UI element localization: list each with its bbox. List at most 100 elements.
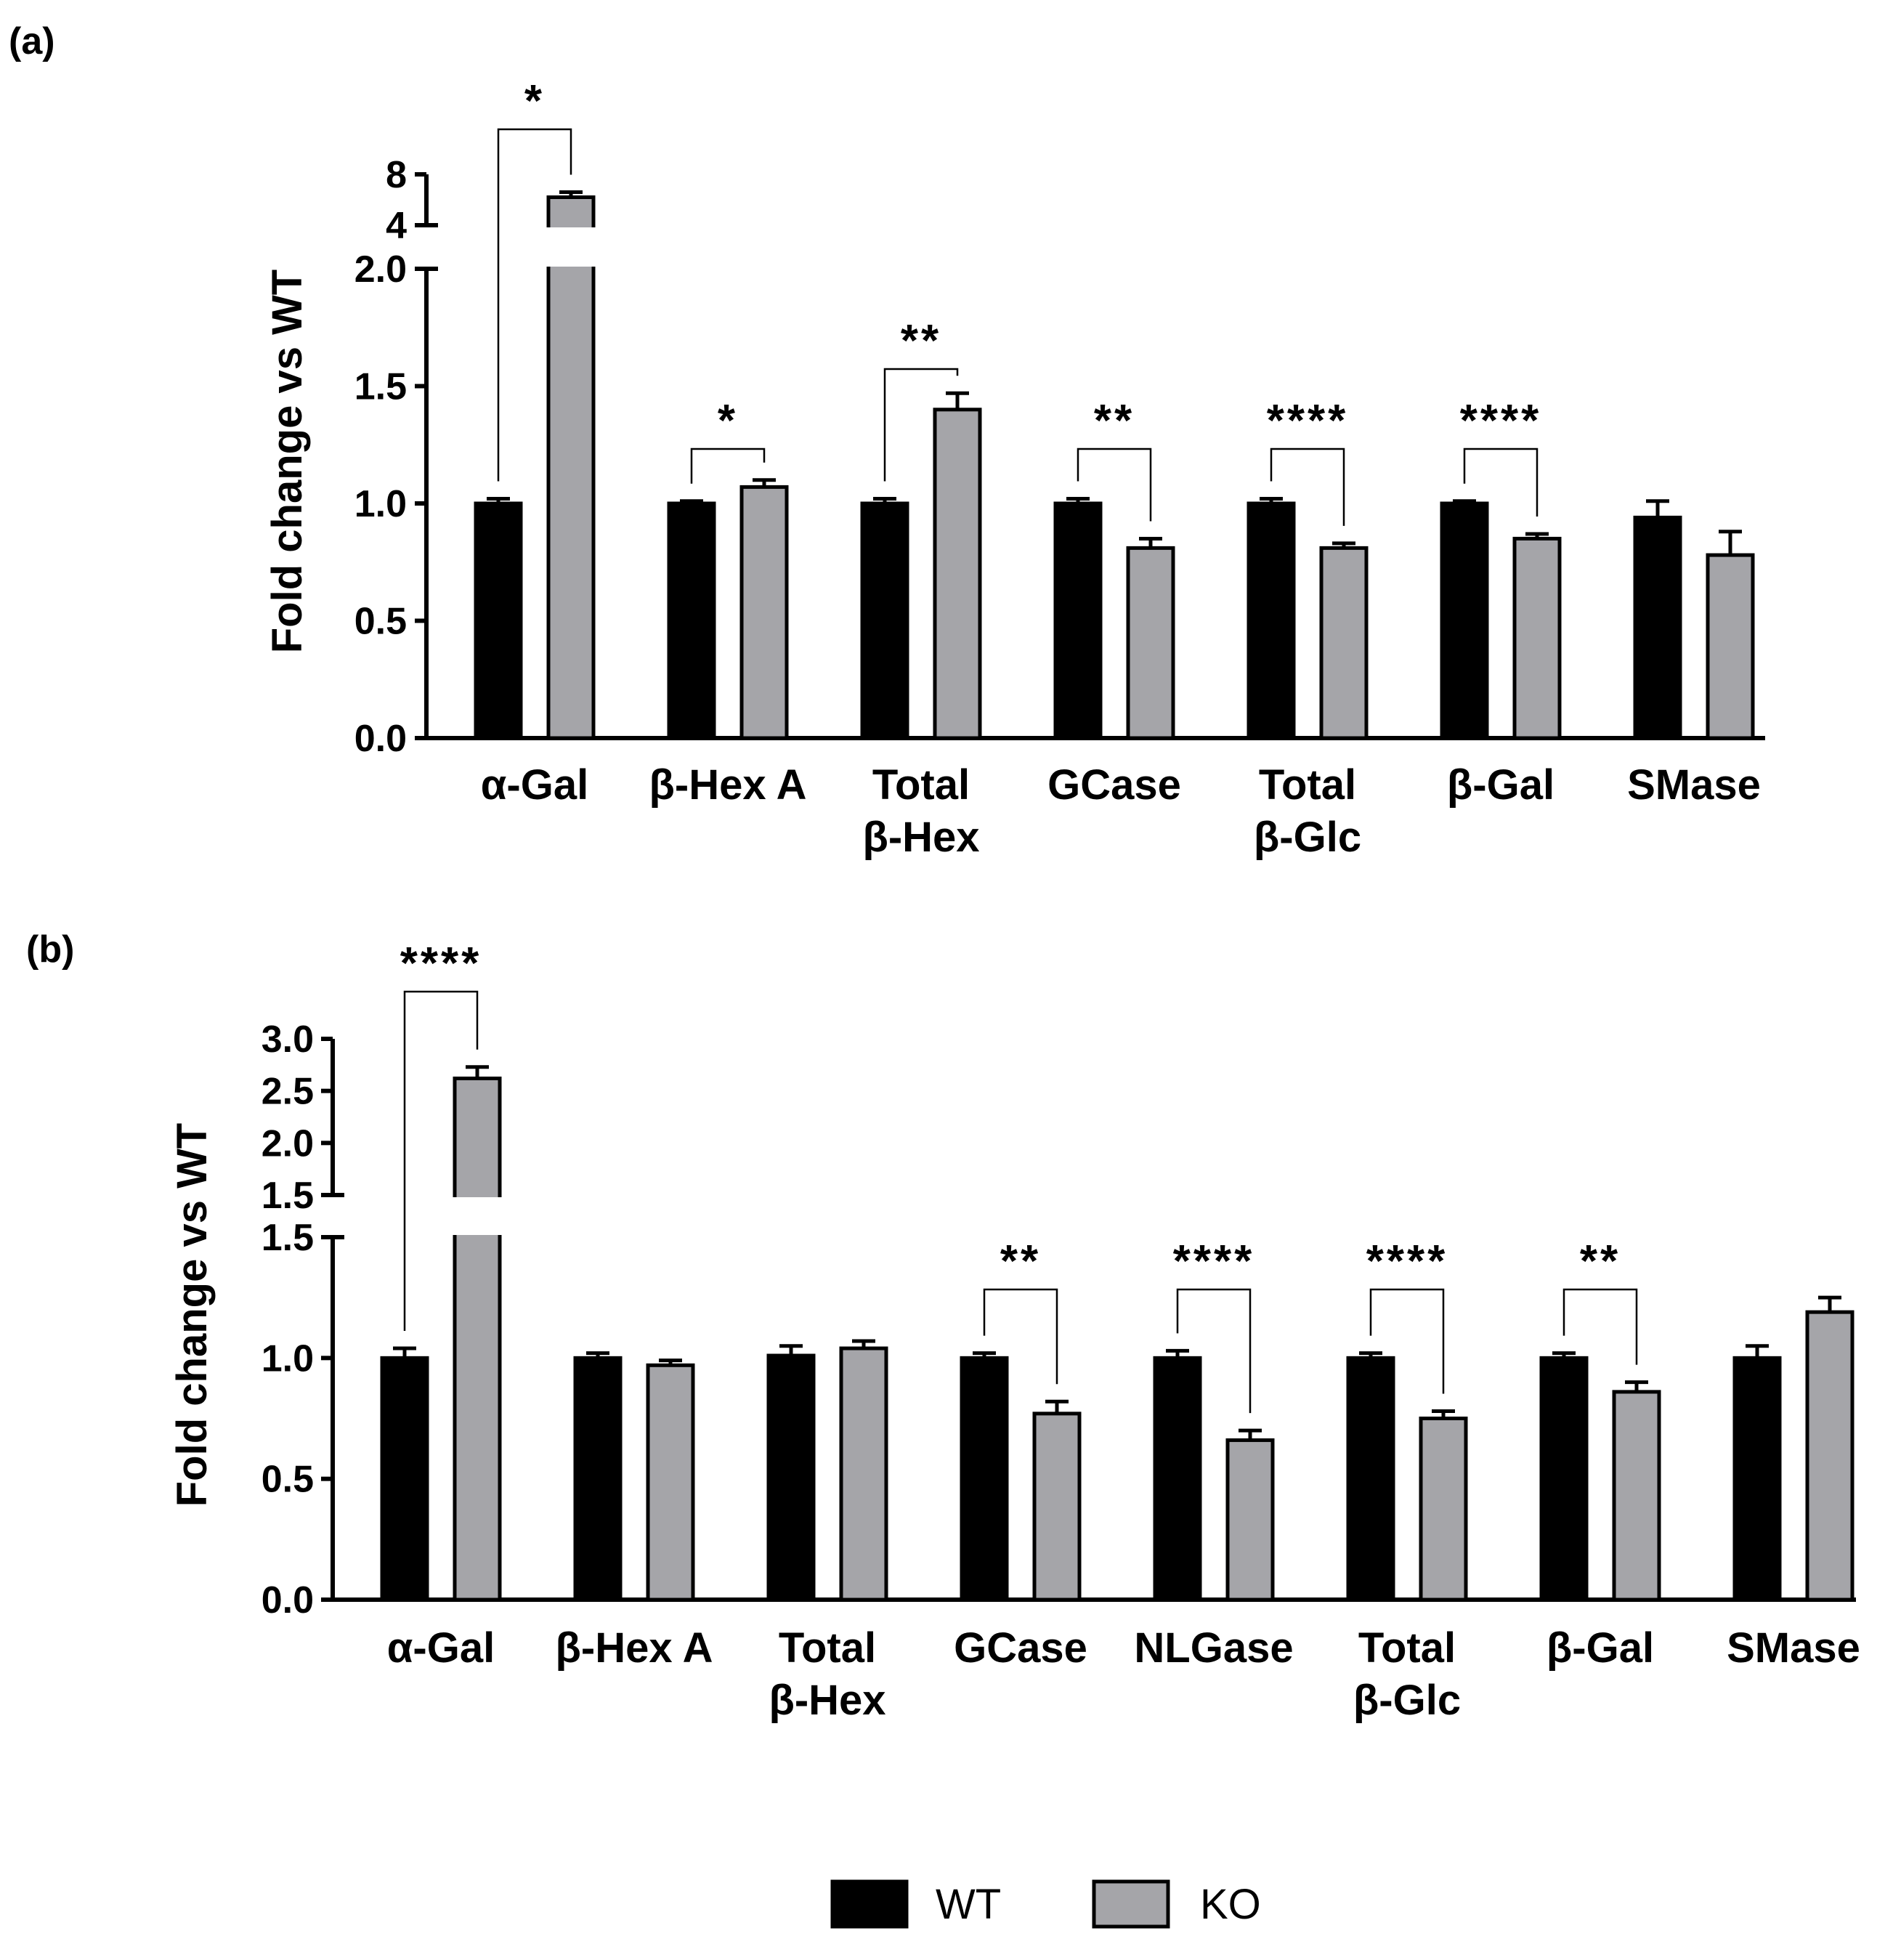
- panel-a-significance-label-5: ****: [1460, 396, 1542, 446]
- panel-a-bar-wt-1: [667, 501, 716, 740]
- panel-a-category-label-3: GCase: [1047, 761, 1181, 809]
- panel-b-bar-wt-3: [960, 1356, 1009, 1602]
- panel-b-bar-ko-6: [1612, 1390, 1661, 1602]
- panel-b-significance-label-6: **: [1580, 1236, 1621, 1287]
- panel-b-bar-wt-6: [1539, 1356, 1589, 1602]
- panel-a-bar-ko-6: [1706, 553, 1755, 740]
- panel-a-category-label-4-line-1: β-Glc: [1254, 814, 1361, 861]
- panel-b-bar-ko-7: [1805, 1310, 1855, 1602]
- panel-a-y-tick-label-upper-0: 4: [386, 205, 407, 247]
- panel-b-significance-bracket-3: [983, 1288, 1058, 1385]
- panel-a-category-label-6: SMase: [1627, 761, 1761, 809]
- panel-a-bar-wt-6: [1633, 515, 1682, 740]
- panel-b-significance-bracket-0: [403, 990, 479, 1332]
- panel-b-category-label-7: SMase: [1727, 1624, 1860, 1672]
- panel-b-y-tick-label-upper-1: 2.0: [262, 1122, 314, 1165]
- panel-b-bar-wt-0: [380, 1356, 429, 1602]
- panel-b-y-tick-label-upper-3: 3.0: [262, 1019, 314, 1061]
- panel-b-bar-ko-5: [1419, 1417, 1468, 1602]
- panel-a-significance-bracket-2: [883, 368, 959, 482]
- panel-a-category-label-0: α-Gal: [481, 761, 588, 809]
- panel-b-y-tick-label-lower-2: 1.0: [262, 1337, 314, 1380]
- panel-b-y-axis: [321, 1039, 344, 1600]
- panel-a-y-axis-label: Fold change vs WT: [264, 270, 311, 654]
- panel-b-significance-label-0: ****: [400, 939, 482, 989]
- panel-b-y-tick-label-upper-2: 2.5: [262, 1071, 314, 1113]
- legend-swatch-wt: [830, 1879, 909, 1929]
- panel-a-y-tick-label-upper-1: 8: [386, 154, 407, 196]
- panel-a-significance-bracket-3: [1077, 448, 1152, 522]
- panel-a-significance-label-1: *: [718, 396, 738, 446]
- panel-a-label: (a): [9, 20, 55, 62]
- panel-b-significance-bracket-6: [1562, 1288, 1638, 1365]
- panel-a-significance-bracket-0: [497, 128, 572, 482]
- panel-a-category-label-5: β-Gal: [1447, 761, 1554, 809]
- legend-label-wt: WT: [936, 1881, 1001, 1928]
- panel-b-bar-ko-4: [1225, 1438, 1275, 1602]
- panel-b-y-tick-label-lower-3: 1.5: [262, 1217, 314, 1259]
- panel-b-category-label-4: NLGase: [1134, 1624, 1293, 1672]
- panel-a-category-label-2-line-0: Total: [872, 761, 970, 809]
- panel-b-y-tick-label-upper-0: 1.5: [262, 1175, 314, 1217]
- panel-a-y-axis: [415, 174, 438, 738]
- panel-a-significance-label-0: *: [524, 76, 545, 126]
- panel-a-bar-wt-3: [1053, 501, 1103, 740]
- panel-a-significance-label-4: ****: [1267, 396, 1349, 446]
- panel-a-bar-ko-0: [546, 195, 596, 740]
- panel-b-y-tick-label-lower-1: 0.5: [262, 1459, 314, 1501]
- panel-b-significance-bracket-4: [1176, 1288, 1252, 1414]
- panel-b-category-label-5-line-0: Total: [1358, 1624, 1456, 1672]
- panel-a-bar-ko-1: [739, 485, 789, 740]
- panel-a-bar-ko-3: [1126, 546, 1175, 740]
- panel-a-bar-wt-2: [860, 501, 909, 740]
- panel-a-bar-wt-0: [474, 501, 523, 740]
- panel-b-label: (b): [26, 928, 74, 971]
- panel-b-bar-wt-2: [766, 1353, 816, 1602]
- panel-b-category-label-6: β-Gal: [1547, 1624, 1654, 1672]
- panel-b-y-tick-label-lower-0: 0.0: [262, 1579, 314, 1621]
- legend-label-ko: KO: [1200, 1881, 1261, 1928]
- panel-b-bar-ko-1: [646, 1363, 695, 1602]
- panel-a-y-tick-label-lower-3: 1.5: [354, 366, 407, 408]
- panel-b-bar-wt-7: [1732, 1356, 1782, 1602]
- panel-b-category-label-3: GCase: [954, 1624, 1087, 1672]
- panel-b: (b) Fold change vs WT 0.0 0.5 1.0 1.51.5 2.0…: [26, 928, 1860, 1724]
- panel-a-y-tick-label-lower-0: 0.0: [354, 718, 407, 760]
- panel-b-category-label-5-line-1: β-Glc: [1353, 1677, 1461, 1724]
- panel-a-bar-wt-5: [1440, 501, 1489, 740]
- panel-b-significance-label-4: ****: [1173, 1236, 1255, 1287]
- panel-a-y-tick-label-lower-2: 1.0: [354, 483, 407, 525]
- panel-a-bar-ko-5: [1512, 536, 1562, 740]
- panel-a-significance-label-2: **: [901, 316, 941, 366]
- panel-b-bar-ko-2: [839, 1346, 888, 1602]
- panel-b-significance-label-3: **: [1000, 1236, 1041, 1287]
- panel-a-bar-ko-0-axis-break: [544, 227, 598, 267]
- panel-b-y-axis-label: Fold change vs WT: [169, 1123, 216, 1507]
- panel-b-significance-bracket-5: [1369, 1288, 1445, 1394]
- panel-b-bar-ko-0-axis-break: [450, 1197, 504, 1235]
- panel-b-category-label-0: α-Gal: [387, 1624, 495, 1672]
- panel-a-significance-bracket-5: [1463, 448, 1539, 517]
- panel-a-significance-bracket-4: [1270, 448, 1345, 526]
- panel-b-bar-ko-0: [453, 1076, 502, 1602]
- panel-a: (a) Fold change vs WT 0.00.51.01.52.048 …: [9, 20, 1765, 861]
- panel-b-category-label-2-line-0: Total: [779, 1624, 876, 1672]
- panel-b-category-label-2-line-1: β-Hex: [769, 1677, 885, 1724]
- panel-a-y-tick-label-lower-4: 2.0: [354, 248, 407, 291]
- panel-a-bar-wt-4: [1247, 501, 1296, 740]
- panel-a-significance-bracket-1: [690, 448, 766, 484]
- panel-a-y-tick-label-lower-1: 0.5: [354, 601, 407, 643]
- panel-a-bar-ko-2: [933, 408, 982, 740]
- panel-a-category-label-2-line-1: β-Hex: [862, 814, 979, 861]
- panel-b-bar-wt-5: [1346, 1356, 1395, 1602]
- panel-a-significance-label-3: **: [1094, 396, 1135, 446]
- panel-b-significance-label-5: ****: [1366, 1236, 1448, 1287]
- panel-a-bar-ko-4: [1319, 546, 1369, 740]
- panel-b-category-label-1: β-Hex A: [556, 1624, 713, 1672]
- panel-b-bar-wt-1: [573, 1356, 623, 1602]
- panel-a-category-label-4-line-0: Total: [1259, 761, 1356, 809]
- panel-b-bar-ko-3: [1032, 1412, 1082, 1602]
- panel-a-category-label-1: β-Hex A: [649, 761, 807, 809]
- legend: WT KO: [830, 1879, 1261, 1929]
